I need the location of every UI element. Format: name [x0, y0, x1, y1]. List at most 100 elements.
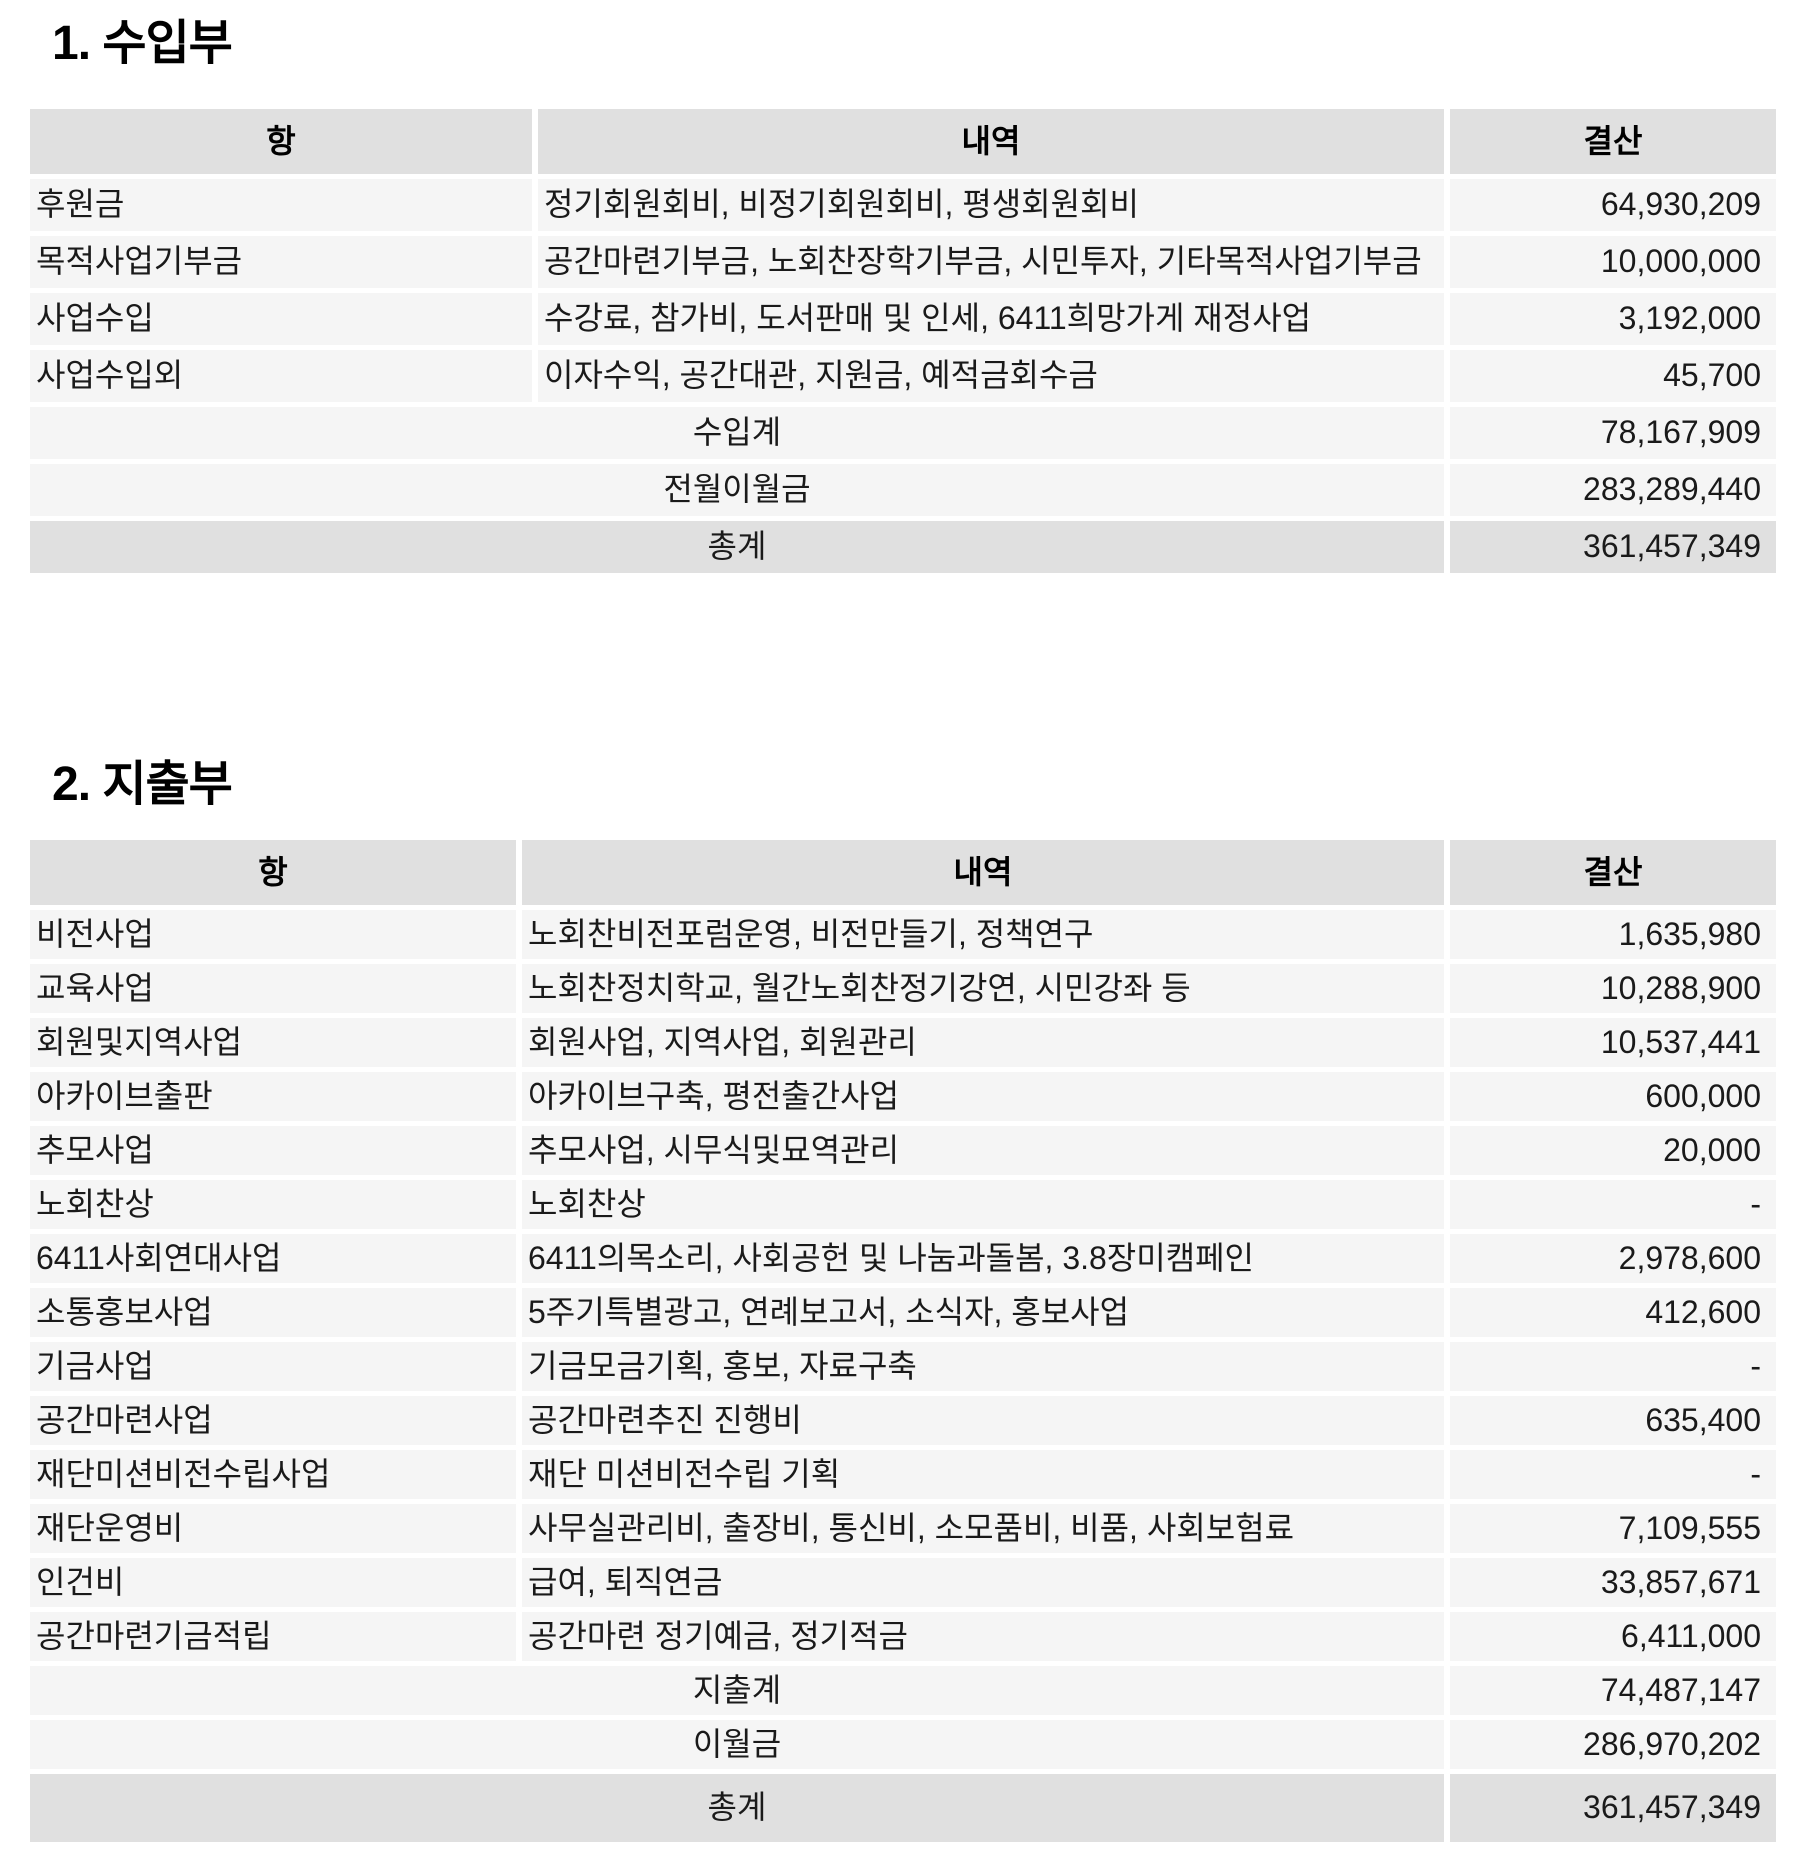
- income-row-amount: 10,000,000: [1450, 236, 1776, 288]
- expense-row-amount: 20,000: [1450, 1126, 1776, 1175]
- income-summary-label: 총계: [30, 521, 1444, 573]
- expense-row-detail: 노회찬정치학교, 월간노회찬정기강연, 시민강좌 등: [522, 964, 1444, 1013]
- expense-row-item: 비전사업: [30, 910, 516, 959]
- expense-row-detail: 노회찬비전포럼운영, 비전만들기, 정책연구: [522, 910, 1444, 959]
- table-row: 공간마련사업 공간마련추진 진행비 635,400: [30, 1396, 1776, 1445]
- expense-row-item: 회원및지역사업: [30, 1018, 516, 1067]
- table-row: 사업수입 수강료, 참가비, 도서판매 및 인세, 6411희망가게 재정사업 3,…: [30, 293, 1776, 345]
- expense-row-detail: 아카이브구축, 평전출간사업: [522, 1072, 1444, 1121]
- grand-total-row: 총계 361,457,349: [30, 1774, 1776, 1842]
- table-row: 소통홍보사업 5주기특별광고, 연례보고서, 소식자, 홍보사업 412,600: [30, 1288, 1776, 1337]
- expense-row-detail: 노회찬상: [522, 1180, 1444, 1229]
- expense-row-item: 추모사업: [30, 1126, 516, 1175]
- summary-row: 수입계 78,167,909: [30, 407, 1776, 459]
- table-row: 6411사회연대사업 6411의목소리, 사회공헌 및 나눔과돌봄, 3.8장미캠…: [30, 1234, 1776, 1283]
- table-row: 목적사업기부금 공간마련기부금, 노회찬장학기부금, 시민투자, 기타목적사업기부…: [30, 236, 1776, 288]
- income-row-item: 후원금: [30, 179, 532, 231]
- expense-row-amount: 2,978,600: [1450, 1234, 1776, 1283]
- expense-table: 항 내역 결산 비전사업 노회찬비전포럼운영, 비전만들기, 정책연구 1,635,…: [30, 840, 1776, 1842]
- table-row: 사업수입외 이자수익, 공간대관, 지원금, 예적금회수금 45,700: [30, 350, 1776, 402]
- expense-summary-amount: 74,487,147: [1450, 1666, 1776, 1715]
- income-header-amount: 결산: [1450, 109, 1776, 174]
- table-row: 기금사업 기금모금기획, 홍보, 자료구축 -: [30, 1342, 1776, 1391]
- expense-row-amount: 33,857,671: [1450, 1558, 1776, 1607]
- table-row: 추모사업 추모사업, 시무식및묘역관리 20,000: [30, 1126, 1776, 1175]
- income-row-detail: 정기회원회비, 비정기회원회비, 평생회원회비: [538, 179, 1444, 231]
- expense-row-detail: 공간마련추진 진행비: [522, 1396, 1444, 1445]
- income-row-detail: 수강료, 참가비, 도서판매 및 인세, 6411희망가게 재정사업: [538, 293, 1444, 345]
- expense-row-detail: 재단 미션비전수립 기획: [522, 1450, 1444, 1499]
- expense-summary-amount: 361,457,349: [1450, 1774, 1776, 1842]
- table-row: 교육사업 노회찬정치학교, 월간노회찬정기강연, 시민강좌 등 10,288,900: [30, 964, 1776, 1013]
- income-row-detail: 공간마련기부금, 노회찬장학기부금, 시민투자, 기타목적사업기부금: [538, 236, 1444, 288]
- expense-row-detail: 추모사업, 시무식및묘역관리: [522, 1126, 1444, 1175]
- grand-total-row: 총계 361,457,349: [30, 521, 1776, 573]
- table-row: 공간마련기금적립 공간마련 정기예금, 정기적금 6,411,000: [30, 1612, 1776, 1661]
- expense-row-amount: 412,600: [1450, 1288, 1776, 1337]
- summary-row: 이월금 286,970,202: [30, 1720, 1776, 1769]
- table-row: 재단운영비 사무실관리비, 출장비, 통신비, 소모품비, 비품, 사회보험료 7,…: [30, 1504, 1776, 1553]
- expense-row-item: 아카이브출판: [30, 1072, 516, 1121]
- table-row: 비전사업 노회찬비전포럼운영, 비전만들기, 정책연구 1,635,980: [30, 910, 1776, 959]
- expense-row-item: 기금사업: [30, 1342, 516, 1391]
- income-section: 1. 수입부 항 내역 결산 후원금 정기회원회비, 비정기회원회비, 평생회원회…: [0, 0, 1800, 573]
- income-row-amount: 3,192,000: [1450, 293, 1776, 345]
- summary-row: 지출계 74,487,147: [30, 1666, 1776, 1715]
- expense-header-amount: 결산: [1450, 840, 1776, 905]
- expense-row-amount: 10,288,900: [1450, 964, 1776, 1013]
- expense-header-item: 항: [30, 840, 516, 905]
- expense-section-title: 2. 지출부: [52, 758, 233, 811]
- expense-row-detail: 기금모금기획, 홍보, 자료구축: [522, 1342, 1444, 1391]
- income-table: 항 내역 결산 후원금 정기회원회비, 비정기회원회비, 평생회원회비 64,930…: [30, 109, 1776, 573]
- expense-summary-label: 지출계: [30, 1666, 1444, 1715]
- expense-row-detail: 공간마련 정기예금, 정기적금: [522, 1612, 1444, 1661]
- summary-row: 전월이월금 283,289,440: [30, 464, 1776, 516]
- table-row: 인건비 급여, 퇴직연금 33,857,671: [30, 1558, 1776, 1607]
- table-row: 재단미션비전수립사업 재단 미션비전수립 기획 -: [30, 1450, 1776, 1499]
- expense-row-item: 6411사회연대사업: [30, 1234, 516, 1283]
- income-row-item: 사업수입: [30, 293, 532, 345]
- income-row-amount: 45,700: [1450, 350, 1776, 402]
- table-row: 노회찬상 노회찬상 -: [30, 1180, 1776, 1229]
- expense-row-item: 재단미션비전수립사업: [30, 1450, 516, 1499]
- expense-row-detail: 5주기특별광고, 연례보고서, 소식자, 홍보사업: [522, 1288, 1444, 1337]
- expense-row-item: 노회찬상: [30, 1180, 516, 1229]
- expense-row-item: 인건비: [30, 1558, 516, 1607]
- expense-row-detail: 회원사업, 지역사업, 회원관리: [522, 1018, 1444, 1067]
- income-row-amount: 64,930,209: [1450, 179, 1776, 231]
- expense-summary-label: 이월금: [30, 1720, 1444, 1769]
- expense-row-amount: -: [1450, 1180, 1776, 1229]
- expense-table-body: 비전사업 노회찬비전포럼운영, 비전만들기, 정책연구 1,635,980 교육사업 노…: [30, 910, 1776, 1842]
- income-header-detail: 내역: [538, 109, 1444, 174]
- expense-summary-label: 총계: [30, 1774, 1444, 1842]
- expense-row-amount: 635,400: [1450, 1396, 1776, 1445]
- expense-header-detail: 내역: [522, 840, 1444, 905]
- income-summary-amount: 283,289,440: [1450, 464, 1776, 516]
- income-summary-label: 수입계: [30, 407, 1444, 459]
- income-table-header-row: 항 내역 결산: [30, 109, 1776, 174]
- expense-row-amount: 1,635,980: [1450, 910, 1776, 959]
- income-row-item: 사업수입외: [30, 350, 532, 402]
- expense-row-amount: 6,411,000: [1450, 1612, 1776, 1661]
- expense-table-header-row: 항 내역 결산: [30, 840, 1776, 905]
- expense-row-amount: -: [1450, 1450, 1776, 1499]
- expense-row-amount: 7,109,555: [1450, 1504, 1776, 1553]
- income-section-title: 1. 수입부: [52, 17, 233, 70]
- income-table-body: 후원금 정기회원회비, 비정기회원회비, 평생회원회비 64,930,209 목적사업…: [30, 179, 1776, 573]
- expense-row-item: 공간마련사업: [30, 1396, 516, 1445]
- expense-section: 2. 지출부 항 내역 결산 비전사업 노회찬비전포럼운영, 비전만들기, 정책연…: [0, 755, 1800, 1842]
- table-row: 아카이브출판 아카이브구축, 평전출간사업 600,000: [30, 1072, 1776, 1121]
- income-row-detail: 이자수익, 공간대관, 지원금, 예적금회수금: [538, 350, 1444, 402]
- table-row: 후원금 정기회원회비, 비정기회원회비, 평생회원회비 64,930,209: [30, 179, 1776, 231]
- expense-row-item: 재단운영비: [30, 1504, 516, 1553]
- income-row-item: 목적사업기부금: [30, 236, 532, 288]
- expense-row-detail: 사무실관리비, 출장비, 통신비, 소모품비, 비품, 사회보험료: [522, 1504, 1444, 1553]
- expense-summary-amount: 286,970,202: [1450, 1720, 1776, 1769]
- income-summary-amount: 361,457,349: [1450, 521, 1776, 573]
- income-header-item: 항: [30, 109, 532, 174]
- expense-row-amount: 10,537,441: [1450, 1018, 1776, 1067]
- expense-row-detail: 6411의목소리, 사회공헌 및 나눔과돌봄, 3.8장미캠페인: [522, 1234, 1444, 1283]
- expense-row-item: 공간마련기금적립: [30, 1612, 516, 1661]
- expense-row-item: 소통홍보사업: [30, 1288, 516, 1337]
